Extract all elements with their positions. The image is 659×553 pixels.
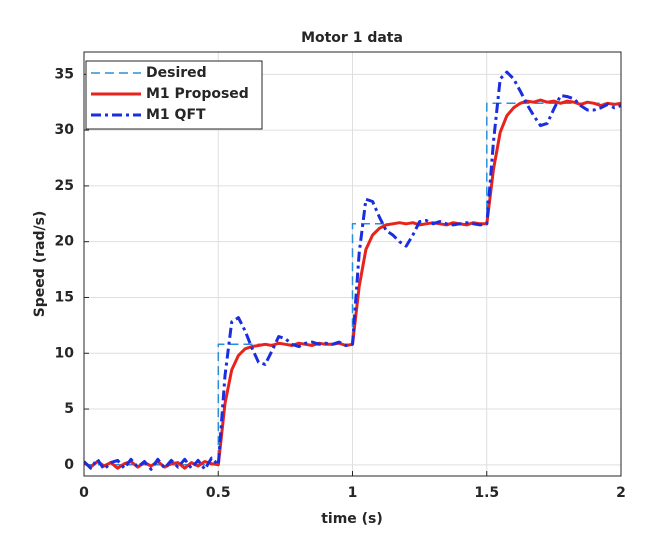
x-tick-label: 2 xyxy=(616,485,626,501)
x-tick-label: 0.5 xyxy=(206,485,231,501)
legend-label: Desired xyxy=(146,65,207,81)
x-tick-label: 1 xyxy=(348,485,358,501)
y-tick-label: 30 xyxy=(55,122,75,138)
x-axis-label: time (s) xyxy=(321,511,383,527)
line xyxy=(84,102,621,466)
legend-label: M1 Proposed xyxy=(146,86,249,102)
x-tick-label: 0 xyxy=(79,485,89,501)
y-tick-label: 35 xyxy=(55,66,74,82)
x-tick-label: 1.5 xyxy=(474,485,499,501)
line xyxy=(84,70,621,471)
chart-title: Motor 1 data xyxy=(301,30,403,46)
y-tick-label: 10 xyxy=(55,345,75,361)
y-axis-label: Speed (rad/s) xyxy=(32,211,48,318)
y-tick-label: 25 xyxy=(55,178,74,194)
y-tick-label: 20 xyxy=(55,234,75,250)
axes-box xyxy=(83,51,622,477)
legend-label: M1 QFT xyxy=(146,107,206,123)
y-tick-label: 0 xyxy=(64,457,74,473)
y-tick-label: 5 xyxy=(64,401,74,417)
y-tick-label: 15 xyxy=(55,289,74,305)
